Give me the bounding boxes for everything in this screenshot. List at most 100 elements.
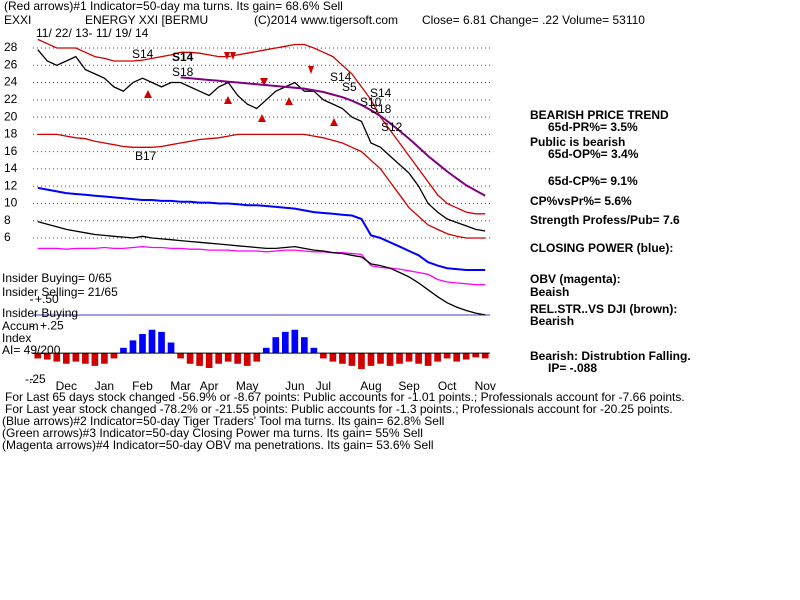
annotation: S14 xyxy=(330,70,352,84)
footer-line: (Blue arrows)#2 Indicator=50-day Tiger T… xyxy=(2,414,444,428)
side-note: BEARISH PRICE TREND xyxy=(530,108,669,122)
symbol: EXXI xyxy=(4,13,31,27)
bar xyxy=(310,347,318,354)
bar xyxy=(453,353,461,362)
bar xyxy=(167,342,175,354)
y-tick-label: 26 xyxy=(4,57,18,71)
bar xyxy=(320,353,327,359)
bar xyxy=(234,353,242,364)
y-tick-label: +.50 xyxy=(35,292,59,306)
bar xyxy=(129,340,137,354)
bar xyxy=(472,353,480,358)
bar xyxy=(386,353,394,366)
bar xyxy=(139,334,146,354)
side-note: CP%vsPr%= 5.6% xyxy=(530,194,632,208)
bar xyxy=(367,353,375,366)
series-line xyxy=(37,38,486,215)
bar xyxy=(443,353,451,359)
x-tick-label: Aug xyxy=(360,379,381,393)
bar xyxy=(224,353,232,362)
x-tick-label: Apr xyxy=(200,379,219,393)
bar xyxy=(243,353,251,366)
bar xyxy=(281,331,289,354)
bar xyxy=(462,353,470,360)
annotation: S10 xyxy=(360,95,382,109)
y-tick-label: 8 xyxy=(4,213,11,227)
x-tick-label: Sep xyxy=(398,379,420,393)
x-tick-label: Jun xyxy=(285,379,304,393)
bar xyxy=(148,329,156,354)
footer-line: For Last year stock changed -78.2% or -2… xyxy=(5,402,673,416)
y-tick-label: 12 xyxy=(4,178,18,192)
footer-line: (Green arrows)#3 Indicator=50-day Closin… xyxy=(2,426,423,440)
quote: Close= 6.81 Change= .22 Volume= 53110 xyxy=(422,13,645,27)
x-tick-label: Mar xyxy=(170,379,191,393)
bar xyxy=(396,353,403,364)
bar xyxy=(177,353,184,359)
bar xyxy=(158,331,165,354)
x-tick-label: Dec xyxy=(56,379,77,393)
x-tick-label: May xyxy=(236,379,259,393)
y-tick-label: 24 xyxy=(4,75,18,89)
side-note: 65d-CP%= 9.1% xyxy=(548,174,638,188)
annotation: S14 xyxy=(370,86,392,100)
bar xyxy=(262,347,270,354)
bar xyxy=(101,353,108,364)
annotation: S18 xyxy=(172,65,194,79)
bar xyxy=(72,353,80,362)
y-tick-label: +.25 xyxy=(40,319,64,333)
bar xyxy=(186,353,194,364)
bar xyxy=(415,353,422,364)
y-tick-label: 14 xyxy=(4,161,18,175)
x-tick-label: Feb xyxy=(132,379,153,393)
series-line xyxy=(180,76,486,197)
x-tick-label: Jul xyxy=(316,379,331,393)
annotation: S18 xyxy=(370,102,392,116)
x-tick-label: Jan xyxy=(95,379,114,393)
bar xyxy=(424,353,432,366)
bar xyxy=(339,353,346,364)
insider-text: Insider Buying xyxy=(2,306,78,320)
bar xyxy=(272,337,280,354)
bar xyxy=(253,353,261,362)
side-note: 65d-PR%= 3.5% xyxy=(548,120,638,134)
footer-line: (Magenta arrows)#4 Indicator=50-day OBV … xyxy=(2,438,434,452)
y-tick-label: 22 xyxy=(4,92,18,106)
y-tick-label: 20 xyxy=(4,109,18,123)
bar xyxy=(91,353,99,366)
date-range: 11/ 22/ 13- 11/ 19/ 14 xyxy=(36,26,149,40)
insider-text: Insider Selling= 21/65 xyxy=(2,285,118,299)
bar xyxy=(481,353,489,359)
bar xyxy=(358,353,365,370)
footer-line: For Last 65 days stock changed -56.9% or… xyxy=(5,390,685,404)
side-note: Public is bearish xyxy=(530,135,625,149)
y-tick-label: 10 xyxy=(4,196,18,210)
series-line xyxy=(37,220,486,316)
bar xyxy=(34,353,42,359)
y-tick-label: 18 xyxy=(4,127,18,141)
series-line xyxy=(37,49,486,232)
bar xyxy=(82,353,89,364)
annotation: S14 xyxy=(172,50,194,64)
side-note: Bearish xyxy=(530,314,574,328)
header-indicator: (Red arrows)#1 Indicator=50-day ma turns… xyxy=(4,0,343,13)
bar xyxy=(291,329,299,354)
x-tick-label: Oct xyxy=(438,379,457,393)
side-note: 65d-OP%= 3.4% xyxy=(548,147,639,161)
bar xyxy=(377,353,384,364)
bar xyxy=(62,353,70,364)
bar xyxy=(196,353,203,366)
bar xyxy=(110,353,118,359)
x-tick-label: Nov xyxy=(475,379,496,393)
side-note: REL.STR..VS DJI (brown): xyxy=(530,302,677,316)
side-note: Beaish xyxy=(530,285,569,299)
bar xyxy=(405,353,413,362)
bar xyxy=(205,353,213,368)
annotation: S14 xyxy=(132,47,154,61)
series-line xyxy=(37,245,486,286)
y-tick-label: 6 xyxy=(4,230,11,244)
series-line xyxy=(37,133,486,239)
bar xyxy=(43,353,51,360)
series-line xyxy=(37,186,486,271)
